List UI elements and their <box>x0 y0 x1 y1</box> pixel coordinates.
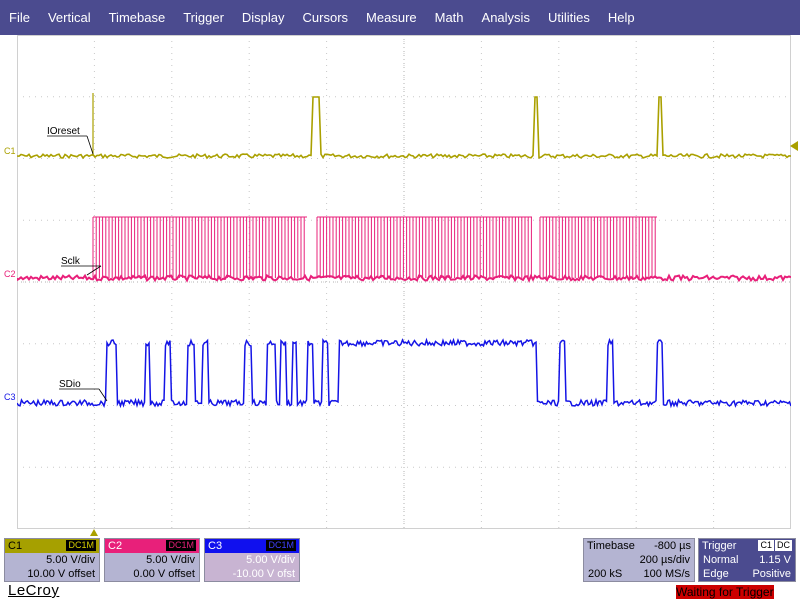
menu-trigger[interactable]: Trigger <box>183 10 224 25</box>
c3-scale: 5.00 V/div <box>246 554 295 566</box>
c3-title: C3 <box>208 540 223 552</box>
timebase-tdiv: 200 µs/div <box>639 554 690 566</box>
menu-math[interactable]: Math <box>434 10 464 25</box>
trigger-box[interactable]: Trigger C1 DC Normal 1.15 V Edge Positive <box>698 538 796 582</box>
c1-descriptor-box[interactable]: C1 DC1M 5.00 V/div 10.00 V offset <box>4 538 100 582</box>
lecroy-logo: LeCroy <box>8 582 60 599</box>
c1-ground-marker: C1 <box>4 146 16 156</box>
trigger-position-marker <box>90 529 98 536</box>
c2-scale: 5.00 V/div <box>146 554 195 566</box>
timebase-samples: 200 kS <box>588 568 623 580</box>
c2-ground-marker: C2 <box>4 269 16 279</box>
trigger-title: Trigger <box>702 540 737 552</box>
menu-measure[interactable]: Measure <box>366 10 417 25</box>
trigger-source-badge: C1 <box>758 540 774 551</box>
timebase-delay: -800 µs <box>654 540 691 552</box>
c3-offset: -10.00 V ofst <box>232 568 295 580</box>
menu-file[interactable]: File <box>9 10 30 25</box>
c3-coupling-badge: DC1M <box>266 540 296 551</box>
trigger-status-highlight: Waiting <box>676 585 716 599</box>
menu-timebase[interactable]: Timebase <box>108 10 166 25</box>
c2-trace-label: Sclk <box>61 256 81 267</box>
c1-offset: 10.00 V offset <box>27 568 95 580</box>
menu-bar: File Vertical Timebase Trigger Display Cursor… <box>0 0 800 35</box>
c1-scale: 5.00 V/div <box>46 554 95 566</box>
trigger-status-suffix: for Trigger <box>715 585 774 599</box>
c2-descriptor-box[interactable]: C2 DC1M 5.00 V/div 0.00 V offset <box>104 538 200 582</box>
trigger-type: Edge <box>703 568 729 580</box>
timebase-rate: 100 MS/s <box>643 568 690 580</box>
trigger-mode: Normal <box>703 554 739 566</box>
timebase-title: Timebase <box>587 540 635 552</box>
c2-coupling-badge: DC1M <box>166 540 196 551</box>
c2-offset: 0.00 V offset <box>133 568 195 580</box>
trigger-coupling-badge: DC <box>775 540 792 551</box>
waveform-display[interactable]: IOreset Sclk SDio <box>17 35 791 529</box>
c3-ground-marker: C3 <box>4 392 16 402</box>
menu-analysis[interactable]: Analysis <box>481 10 530 25</box>
c2-title: C2 <box>108 540 123 552</box>
c1-coupling-badge: DC1M <box>66 540 96 551</box>
menu-vertical[interactable]: Vertical <box>47 10 91 25</box>
menu-utilities[interactable]: Utilities <box>547 10 590 25</box>
c1-title: C1 <box>8 540 23 552</box>
menu-display[interactable]: Display <box>241 10 285 25</box>
c1-trace-label: IOreset <box>47 126 80 137</box>
menu-help[interactable]: Help <box>607 10 635 25</box>
trigger-level: 1.15 V <box>759 554 791 566</box>
c3-trace-label: SDio <box>59 379 81 390</box>
trigger-slope: Positive <box>752 568 791 580</box>
menu-cursors[interactable]: Cursors <box>302 10 349 25</box>
c3-descriptor-box[interactable]: C3 DC1M 5.00 V/div -10.00 V ofst <box>204 538 300 582</box>
trigger-status: Waiting for Trigger <box>676 585 774 599</box>
trigger-level-marker <box>790 141 798 151</box>
timebase-box[interactable]: Timebase -800 µs 200 µs/div 200 kS 100 MS/… <box>583 538 695 582</box>
